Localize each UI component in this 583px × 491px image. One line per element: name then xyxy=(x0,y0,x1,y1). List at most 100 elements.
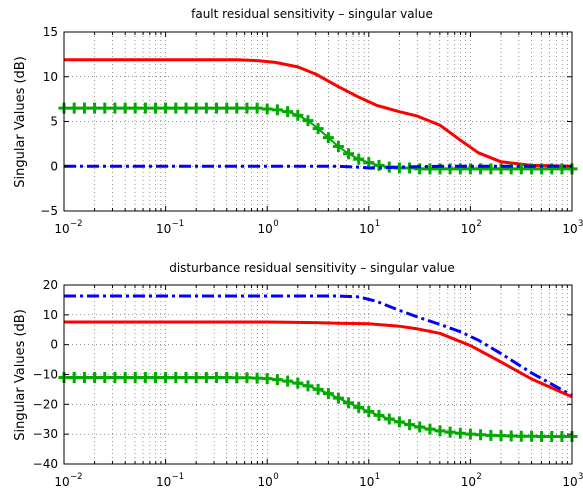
x-tick-exponent: −1 xyxy=(172,472,185,482)
x-tick-label: 10 1 xyxy=(359,219,380,236)
series-marker xyxy=(414,421,426,433)
x-tick-base: 10 xyxy=(156,475,171,489)
x-tick-base: 10 xyxy=(461,222,476,236)
y-tick-label: −5 xyxy=(40,204,58,218)
x-tick-label: 10 0 xyxy=(258,219,279,236)
x-tick-exponent: 1 xyxy=(375,472,380,482)
series-marker xyxy=(363,157,375,169)
series-marker xyxy=(495,430,507,442)
x-tick-exponent: 0 xyxy=(273,219,278,229)
y-tick-label: 10 xyxy=(43,308,58,322)
series-marker xyxy=(353,401,365,413)
x-tick-exponent: −2 xyxy=(70,219,83,229)
series-marker xyxy=(78,371,90,383)
series-marker xyxy=(180,371,192,383)
series-marker xyxy=(475,429,487,441)
series-marker xyxy=(343,397,355,409)
series-marker xyxy=(282,106,294,118)
x-tick-exponent: 2 xyxy=(476,472,481,482)
series-marker xyxy=(99,102,111,114)
series-marker xyxy=(139,102,151,114)
series-marker xyxy=(241,372,253,384)
series-marker xyxy=(464,163,476,175)
series-marker xyxy=(78,102,90,114)
x-tick-base: 10 xyxy=(156,222,171,236)
series-marker xyxy=(343,148,355,160)
x-tick-label: 10 2 xyxy=(461,472,482,489)
series-marker xyxy=(424,163,436,175)
x-tick-label: 10 −1 xyxy=(156,472,184,489)
series-marker xyxy=(556,163,568,175)
chart-fault-residual: fault residual sensitivity – singular va… xyxy=(13,7,583,236)
x-tick-label: 10 2 xyxy=(461,219,482,236)
x-tick-base: 10 xyxy=(258,475,273,489)
x-tick-exponent: −2 xyxy=(70,472,83,482)
series-line-2 xyxy=(64,164,572,170)
series-marker xyxy=(68,102,80,114)
x-tick-base: 10 xyxy=(562,475,577,489)
series-marker xyxy=(271,104,283,116)
series-marker xyxy=(170,371,182,383)
series-marker xyxy=(312,383,324,395)
x-tick-label: 10 0 xyxy=(258,472,279,489)
x-tick-label: 10 1 xyxy=(359,472,380,489)
series-marker xyxy=(200,102,212,114)
x-tick-label: 10 3 xyxy=(562,472,583,489)
x-tick-base: 10 xyxy=(258,222,273,236)
y-tick-label: −30 xyxy=(33,427,58,441)
series-marker xyxy=(160,371,172,383)
series-marker xyxy=(211,102,223,114)
series-marker xyxy=(515,163,527,175)
series-marker xyxy=(454,427,466,439)
chart-title: disturbance residual sensitivity – singu… xyxy=(169,261,455,275)
series-marker xyxy=(383,413,395,425)
x-tick-exponent: 0 xyxy=(273,472,278,482)
y-tick-label: 10 xyxy=(43,70,58,84)
x-tick-base: 10 xyxy=(54,475,69,489)
series-marker xyxy=(556,431,568,443)
series-line-1 xyxy=(64,320,573,399)
series-marker xyxy=(404,419,416,431)
series-line-0 xyxy=(64,294,573,397)
series-marker xyxy=(505,430,517,442)
series-marker xyxy=(302,380,314,392)
y-tick-label: −40 xyxy=(33,457,58,471)
series-marker xyxy=(485,429,497,441)
series-marker xyxy=(190,102,202,114)
series-marker xyxy=(302,115,314,127)
series-marker xyxy=(464,428,476,440)
x-tick-exponent: 1 xyxy=(375,219,380,229)
series-line-0 xyxy=(64,58,573,168)
series-marker xyxy=(424,423,436,435)
series-marker xyxy=(536,431,548,443)
series-marker xyxy=(180,102,192,114)
series-marker xyxy=(160,102,172,114)
series-marker xyxy=(322,388,334,400)
y-tick-label: 5 xyxy=(50,115,58,129)
y-tick-label: 15 xyxy=(43,25,58,39)
series-marker xyxy=(363,405,375,417)
series-marker xyxy=(99,371,111,383)
series-marker xyxy=(271,374,283,386)
series-marker xyxy=(139,371,151,383)
series-marker xyxy=(190,371,202,383)
series-marker xyxy=(241,102,253,114)
chart-disturbance-residual: disturbance residual sensitivity – singu… xyxy=(13,261,583,489)
series-marker xyxy=(119,371,131,383)
x-tick-exponent: 3 xyxy=(578,219,583,229)
x-tick-exponent: 3 xyxy=(578,472,583,482)
series-marker xyxy=(312,123,324,135)
y-tick-label: 0 xyxy=(50,159,58,173)
series-marker xyxy=(546,431,558,443)
series-marker xyxy=(434,425,446,437)
series-marker xyxy=(485,163,497,175)
series-marker xyxy=(231,372,243,384)
series-marker xyxy=(150,371,162,383)
series-marker xyxy=(119,102,131,114)
chart-title: fault residual sensitivity – singular va… xyxy=(191,7,433,21)
series-marker xyxy=(292,377,304,389)
series-marker xyxy=(89,102,101,114)
series-marker xyxy=(129,371,141,383)
series-marker xyxy=(282,375,294,387)
series-marker xyxy=(109,371,121,383)
